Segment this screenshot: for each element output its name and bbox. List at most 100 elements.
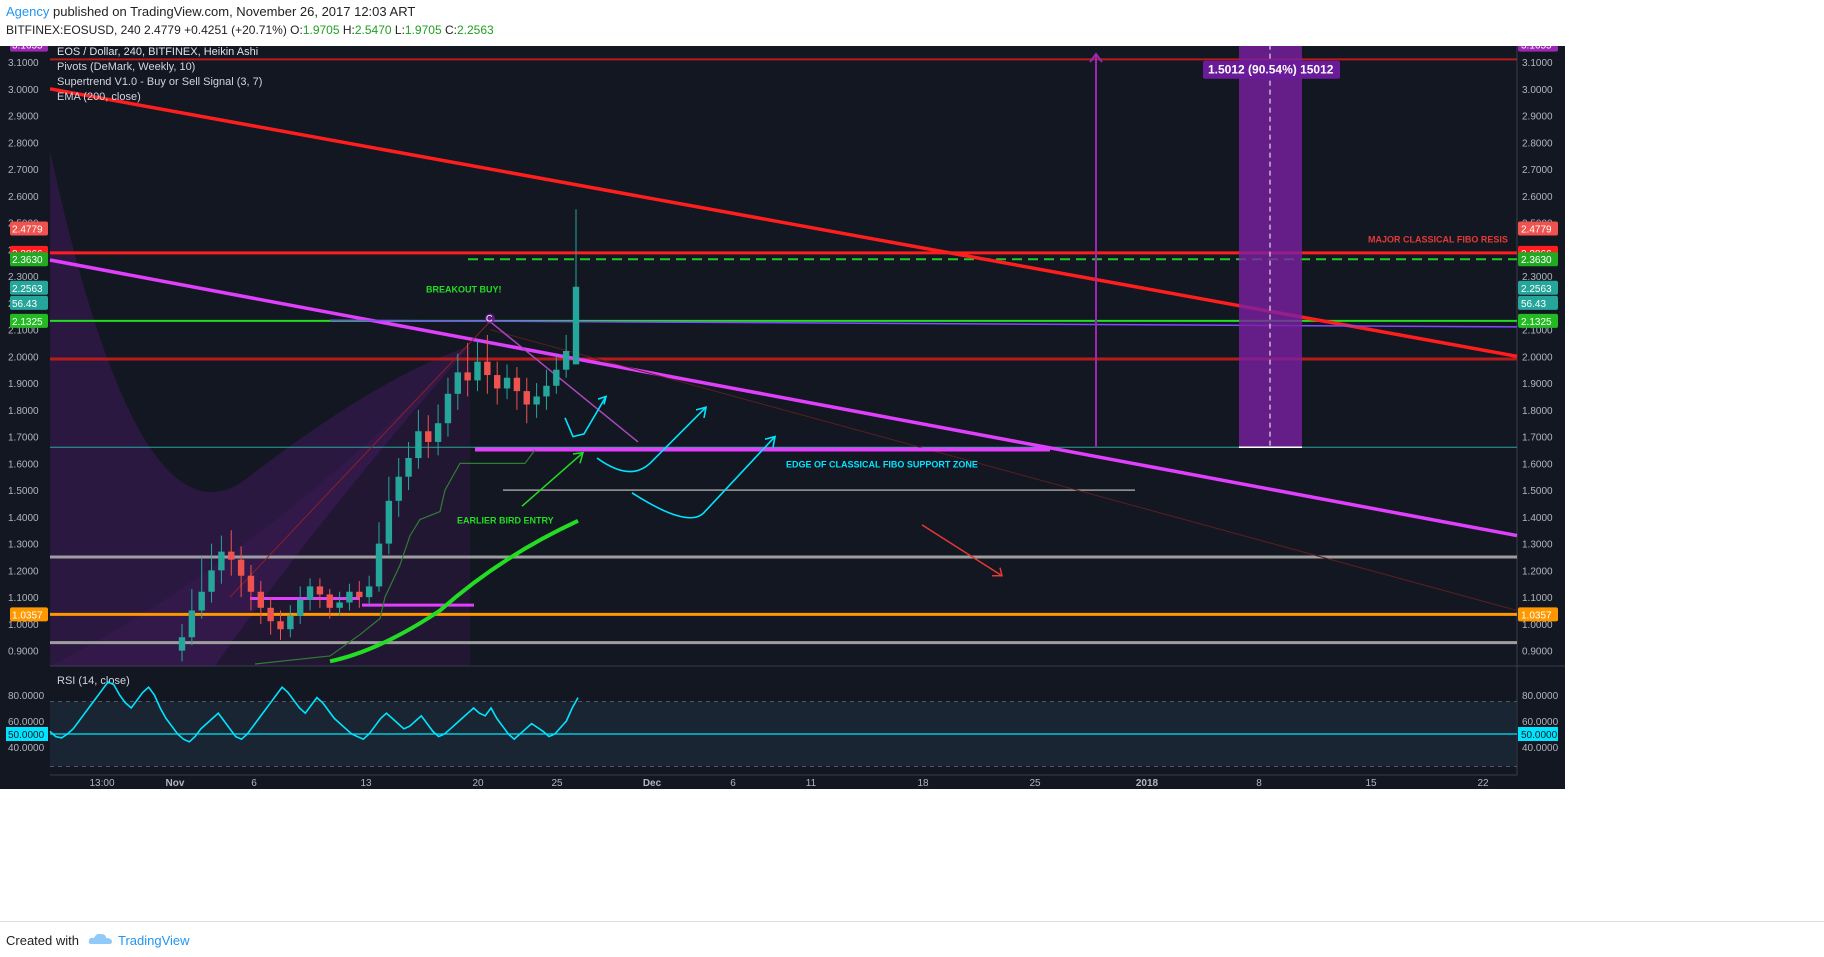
y-tick-label: 1.1000	[1522, 593, 1553, 604]
footer: Created with TradingView	[0, 921, 1824, 957]
candle-body	[267, 607, 274, 622]
cyan-arrow-2	[596, 406, 707, 473]
measure-label-box	[1203, 60, 1340, 79]
y-tick-label-left: 0.9000	[8, 647, 39, 658]
candle-body	[415, 431, 422, 458]
candle-body	[346, 591, 353, 603]
author-link[interactable]: Agency	[6, 4, 50, 19]
price-badge	[1518, 221, 1558, 236]
candle-body	[365, 586, 373, 598]
y-tick-label: 2.8000	[1522, 138, 1553, 149]
x-tick-label: 6	[730, 778, 736, 789]
x-tick-label: Nov	[166, 778, 185, 789]
y-tick-label: 1.0000	[1522, 620, 1553, 631]
y-tick-label-left: 1.7000	[8, 433, 39, 444]
y-tick-label-left: 1.2000	[8, 566, 39, 577]
x-tick-label: 25	[1029, 778, 1041, 789]
y-tick-label-left: 1.6000	[8, 459, 39, 470]
y-tick-label: 2.9000	[1522, 112, 1553, 123]
candle-body	[474, 361, 481, 381]
created-with-text: Created with	[6, 933, 79, 948]
rsi-tick-label: 60.0000	[1522, 717, 1559, 728]
candle-body	[316, 586, 324, 595]
time-axis	[0, 775, 1565, 789]
rsi-badge-text: 50.0000	[1521, 730, 1558, 741]
rsi-badge-left-text: 50.0000	[8, 730, 45, 741]
price-badge	[1518, 46, 1558, 52]
close-value: 2.2563	[456, 23, 494, 37]
candle-body	[385, 500, 393, 544]
y-tick-label: 3.0000	[1522, 85, 1553, 96]
price-badge	[1518, 607, 1558, 622]
candle-body	[247, 575, 255, 592]
ema-200-line	[329, 519, 579, 664]
cyan-arrow-2-head	[695, 406, 708, 419]
candle-body	[326, 594, 333, 608]
c-point-marker	[485, 313, 495, 324]
y-tick-label-left: 2.8000	[8, 138, 39, 149]
candle-body	[188, 610, 196, 638]
price-badge-left	[10, 221, 48, 236]
purple-thin-line	[329, 319, 1518, 328]
candle-body	[198, 591, 205, 611]
bear-arrow-head	[992, 567, 1003, 577]
candle-body	[405, 458, 412, 477]
y-tick-label: 1.2000	[1522, 566, 1553, 577]
price-badge-text: 2.3630	[1521, 255, 1552, 266]
rsi-tick-label: 80.0000	[1522, 691, 1559, 702]
price-axis	[1518, 46, 1565, 789]
y-tick-label-left: 2.1000	[8, 326, 39, 337]
candle-body	[523, 391, 530, 405]
price-badge-text: 2.1325	[1521, 317, 1552, 328]
price-badge-left	[10, 252, 48, 267]
price-badge-left-text: 3.1655	[12, 46, 43, 52]
candle-body	[395, 476, 402, 501]
rsi-tick-label: 40.0000	[1522, 743, 1559, 754]
y-tick-label: 1.8000	[1522, 406, 1553, 417]
thin-red-trend-line	[229, 321, 491, 598]
candle-body	[434, 423, 442, 442]
candle-body	[553, 369, 560, 386]
x-tick-label: 13:00	[89, 778, 114, 789]
rsi-label: RSI (14, close)	[57, 675, 130, 687]
price-badge	[1518, 313, 1558, 328]
x-tick-label: 20	[472, 778, 484, 789]
price-badge-text: 56.43	[1521, 299, 1546, 310]
candle-body	[228, 551, 235, 560]
candle-body	[306, 586, 314, 600]
candle-body	[277, 621, 284, 630]
y-tick-label: 0.9000	[1522, 647, 1553, 658]
major-fibo-resistance-label: MAJOR CLASSICAL FIBO RESIS	[1368, 235, 1508, 245]
thin-red-trend-line-2	[489, 329, 1518, 611]
price-badge-left-text: 1.0357	[12, 610, 43, 621]
x-tick-label: 8	[1256, 778, 1262, 789]
price-badge-left-text: 2.4779	[12, 224, 43, 235]
candles-group	[178, 209, 580, 662]
candle-body	[494, 375, 501, 389]
price-badge-left-text: 2.2563	[12, 284, 43, 295]
price-badge-left-text: 56.43	[12, 299, 37, 310]
rsi-tick-label-left: 80.0000	[8, 691, 45, 702]
legend-indicator: EMA (200, close)	[57, 91, 141, 103]
y-tick-label: 2.6000	[1522, 192, 1553, 203]
candle-body	[297, 599, 304, 616]
high-value: 2.5470	[354, 23, 392, 37]
y-tick-label-left: 1.3000	[8, 540, 39, 551]
candle-body	[444, 393, 452, 424]
y-tick-label-left: 2.9000	[8, 112, 39, 123]
rsi-tick-label-left: 40.0000	[8, 743, 45, 754]
magenta-downtrend-line	[49, 258, 1518, 538]
price-badge-left	[10, 607, 48, 622]
price-chart[interactable]: 3.1000 3.1000 3.0000 3.0000 2.9000 2.9000 2.80…	[0, 46, 1824, 921]
y-tick-label: 2.7000	[1522, 165, 1553, 176]
price-badge	[1518, 295, 1558, 310]
entry-arrow	[521, 452, 584, 507]
x-tick-label: 11	[806, 778, 817, 789]
y-tick-label: 2.0000	[1522, 352, 1553, 363]
symbol-line: BITFINEX:EOSUSD, 240 2.4779 +0.4251 (+20…	[6, 23, 494, 37]
y-tick-label-left: 1.0000	[8, 620, 39, 631]
y-tick-label-left: 1.1000	[8, 593, 39, 604]
y-tick-label-left: 2.0000	[8, 352, 39, 363]
tradingview-link[interactable]: TradingView	[118, 933, 190, 948]
fibo-shaded-region	[50, 151, 470, 666]
